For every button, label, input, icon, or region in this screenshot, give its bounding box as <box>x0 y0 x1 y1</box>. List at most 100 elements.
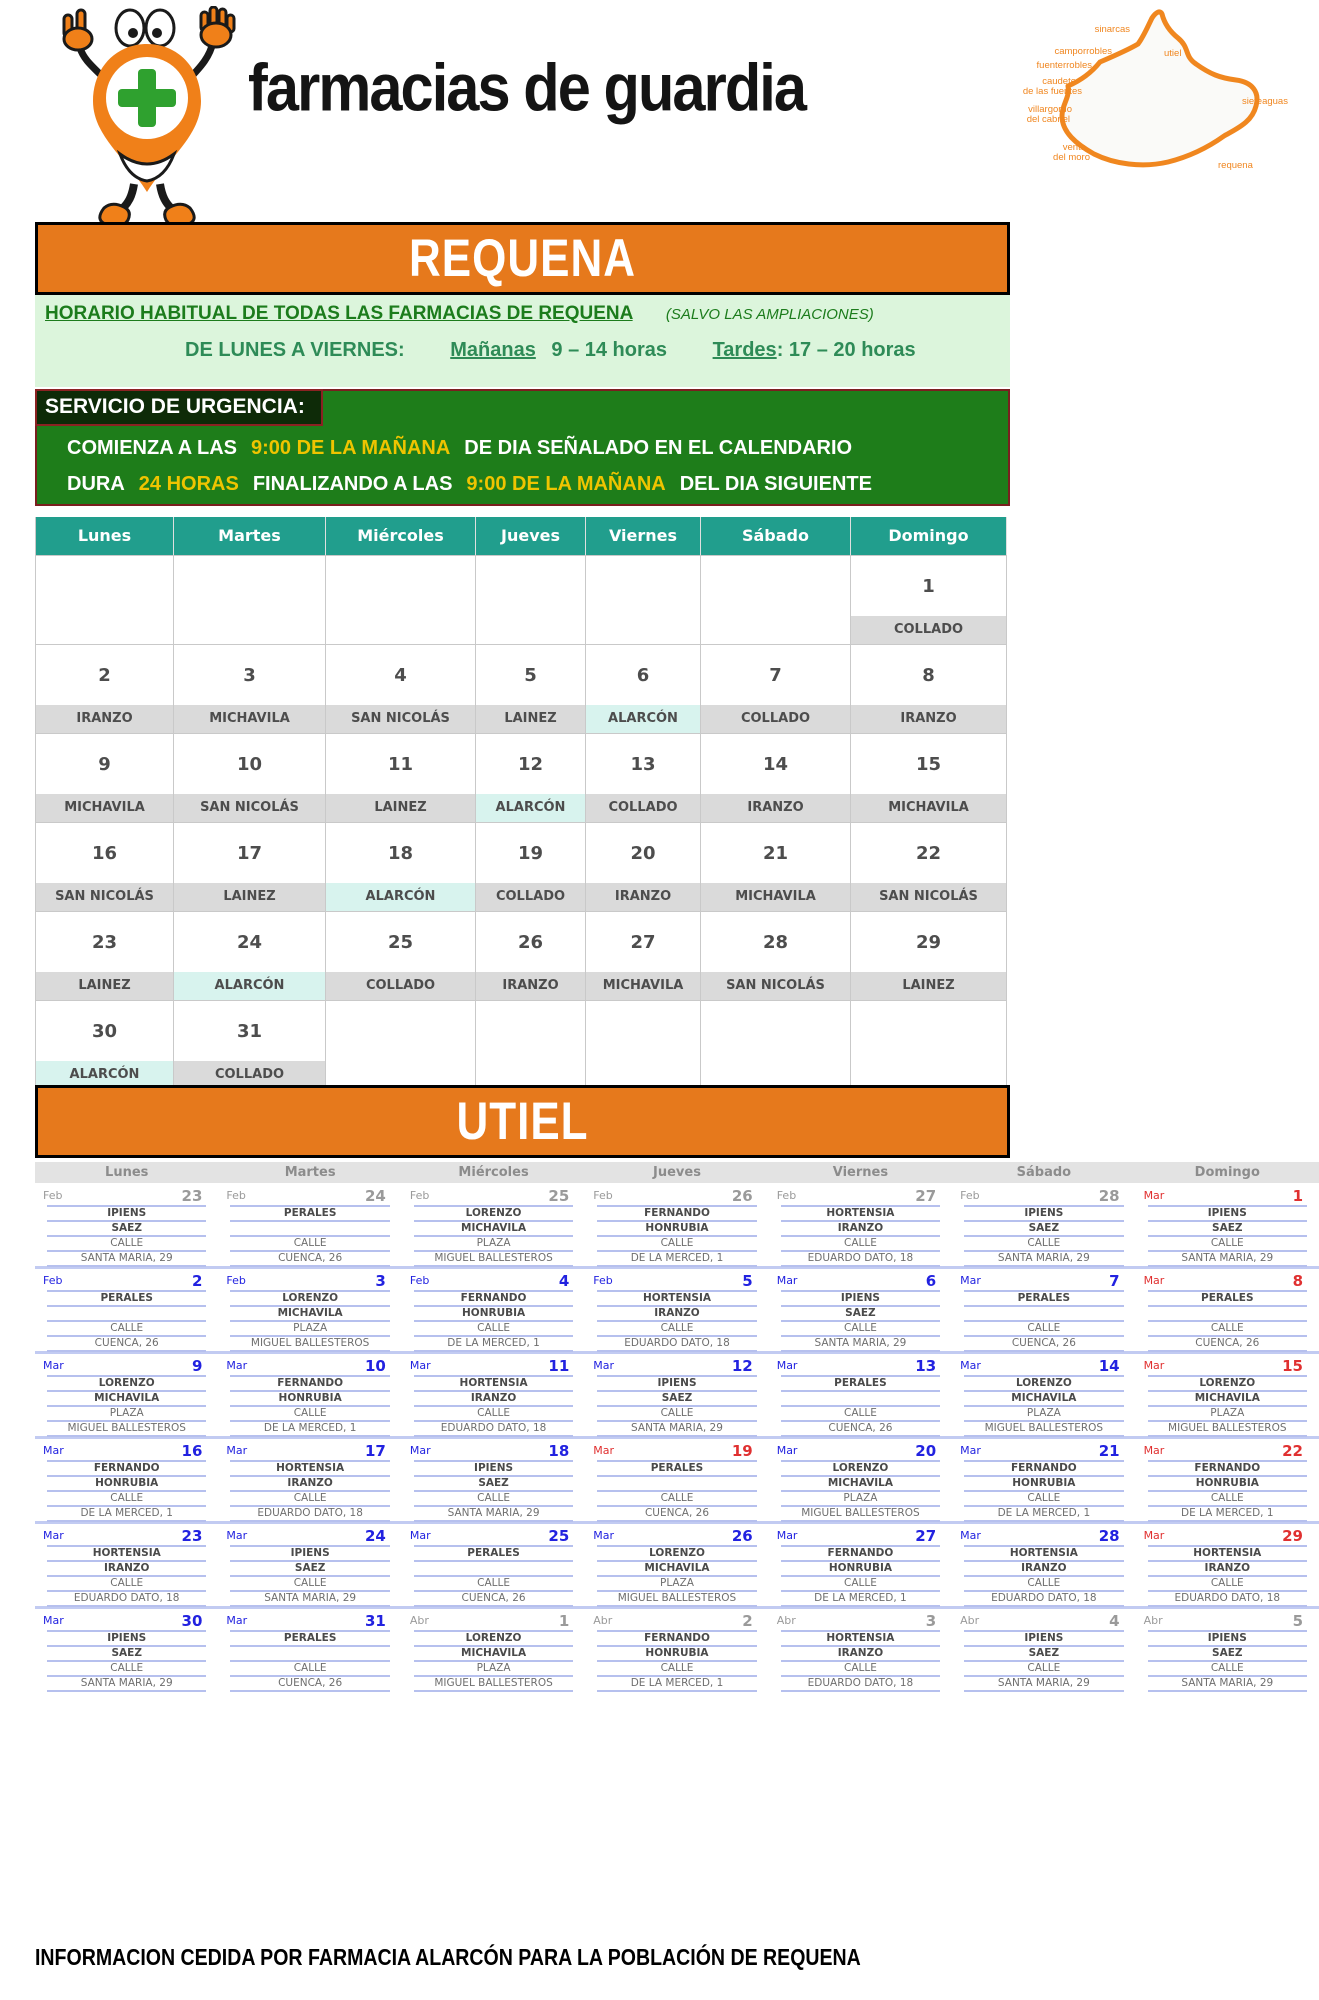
utiel-banner: UTIEL <box>35 1085 1010 1158</box>
utiel-day-cell: Abr 5 IPIENS SAEZ CALLE SANTA MARIA, 29 <box>1136 1609 1319 1692</box>
pharmacy-name-cell: LAINEZ <box>326 794 476 822</box>
week-names-row: COLLADO <box>36 616 1008 644</box>
pharmacy-address-line: CALLE <box>1147 1322 1307 1337</box>
pharmacy-address-line: CALLE <box>413 1492 574 1507</box>
pharmacy-address-line: DE LA MERCED, 1 <box>413 1337 574 1352</box>
utiel-day-cell: Abr 1 LORENZO MICHAVILA PLAZA MIGUEL BALLESTE… <box>402 1609 585 1692</box>
pharmacy-name-line: LORENZO <box>413 1207 574 1222</box>
pharmacy-name-line: HORTENSIA <box>964 1547 1124 1562</box>
pharmacy-name-line: PERALES <box>230 1632 390 1647</box>
date-line: Mar 29 <box>1142 1526 1313 1545</box>
date-day: 26 <box>731 1526 753 1545</box>
calendar-date: 24 <box>174 911 326 972</box>
pharmacy-info: LORENZO MICHAVILA PLAZA MIGUEL BALLESTEROS <box>780 1460 941 1522</box>
pharmacy-info: IPIENS SAEZ CALLE SANTA MARIA, 29 <box>47 1630 207 1692</box>
pharmacy-name-line: HONRUBIA <box>597 1222 757 1237</box>
date-day: 30 <box>181 1611 203 1630</box>
date-month: Abr <box>776 1614 796 1627</box>
pharmacy-name-line: HORTENSIA <box>1147 1547 1307 1562</box>
pharmacy-info: FERNANDO HONRUBIA CALLE DE LA MERCED, 1 <box>1147 1460 1307 1522</box>
date-day: 21 <box>1098 1441 1120 1460</box>
pharmacy-name-line: MICHAVILA <box>964 1392 1124 1407</box>
date-month: Mar <box>43 1529 64 1542</box>
date-line: Mar 16 <box>41 1441 212 1460</box>
horario-title: HORARIO HABITUAL DE TODAS LAS FARMACIAS … <box>45 303 633 324</box>
urgencia-text: FINALIZANDO A LAS <box>252 473 453 495</box>
utiel-day-cell: Mar 9 LORENZO MICHAVILA PLAZA MIGUEL BALLESTE… <box>35 1354 218 1437</box>
pharmacy-name-line: FERNANDO <box>780 1547 941 1562</box>
urgencia-text: DURA <box>67 473 125 495</box>
pharmacy-address-line: CUENCA, 26 <box>964 1337 1124 1352</box>
date-day: 2 <box>742 1611 753 1630</box>
utiel-day-cell: Feb 3 LORENZO MICHAVILA PLAZA MIGUEL BALLESTE… <box>218 1269 401 1352</box>
pharmacy-name-cell: SAN NICOLÁS <box>701 972 851 1000</box>
calendar-date <box>326 555 476 616</box>
utiel-day-cell: Mar 26 LORENZO MICHAVILA PLAZA MIGUEL BALLEST… <box>585 1524 768 1607</box>
date-day: 14 <box>1098 1356 1120 1375</box>
pharmacy-address-line: CALLE <box>964 1662 1124 1677</box>
pharmacy-name-line: PERALES <box>230 1207 390 1222</box>
date-day: 3 <box>375 1271 386 1290</box>
pharmacy-name-line: IPIENS <box>780 1292 941 1307</box>
date-month: Abr <box>1143 1614 1163 1627</box>
date-day: 15 <box>1282 1356 1303 1375</box>
date-day: 20 <box>915 1441 937 1460</box>
date-line: Mar 1 <box>1142 1186 1313 1205</box>
utiel-day-cell: Mar 20 LORENZO MICHAVILA PLAZA MIGUEL BALLEST… <box>769 1439 952 1522</box>
date-line: Mar 20 <box>775 1441 946 1460</box>
date-day: 1 <box>558 1611 570 1630</box>
afternoon-hours: : 17 – 20 horas <box>776 339 916 361</box>
pharmacy-name-line: FERNANDO <box>964 1462 1124 1477</box>
pharmacy-address-line: SANTA MARIA, 29 <box>47 1252 207 1267</box>
pharmacy-name-line: IPIENS <box>597 1377 757 1392</box>
pharmacy-info: PERALES CALLE CUENCA, 26 <box>413 1545 574 1607</box>
pharmacy-name-line: HORTENSIA <box>780 1207 941 1222</box>
date-day: 26 <box>731 1186 753 1205</box>
pharmacy-name-cell: IRANZO <box>586 883 701 911</box>
pharmacy-address-line: CUENCA, 26 <box>1147 1337 1307 1352</box>
pharmacy-name-cell <box>476 616 586 644</box>
calendar-date: 2 <box>36 644 174 705</box>
pharmacy-name-line: HONRUBIA <box>1147 1477 1307 1492</box>
day-header: Viernes <box>586 517 701 555</box>
date-day: 24 <box>364 1526 386 1545</box>
map-label-sinarcas: sinarcas <box>1095 24 1131 35</box>
day-header: Sábado <box>701 517 851 555</box>
pharmacy-name-line: MICHAVILA <box>413 1222 574 1237</box>
utiel-day-cell: Mar 15 LORENZO MICHAVILA PLAZA MIGUEL BALLEST… <box>1136 1354 1319 1437</box>
pharmacy-name-cell: SAN NICOLÁS <box>326 705 476 733</box>
urgencia-text: DEL DIA SIGUIENTE <box>679 473 872 495</box>
pharmacy-name-line: IRANZO <box>597 1307 757 1322</box>
pharmacy-name-cell: IRANZO <box>476 972 586 1000</box>
utiel-banner-title: UTIEL <box>456 1092 589 1151</box>
date-day: 13 <box>915 1356 937 1375</box>
urgencia-text: COMIENZA A LAS <box>67 437 237 459</box>
date-day: 24 <box>364 1186 386 1205</box>
date-line: Mar 14 <box>958 1356 1129 1375</box>
pharmacy-name-cell: LAINEZ <box>174 883 326 911</box>
pharmacy-address-line: CUENCA, 26 <box>230 1677 390 1692</box>
date-month: Abr <box>960 1614 980 1627</box>
date-day: 19 <box>731 1441 753 1460</box>
urgencia-line1: COMIENZA A LAS 9:00 DE LA MAÑANA DE DIA SE… <box>67 437 1008 460</box>
pharmacy-name-line <box>47 1307 207 1322</box>
date-day: 23 <box>181 1186 203 1205</box>
date-day: 16 <box>181 1441 203 1460</box>
pharmacy-name-line: IPIENS <box>1147 1207 1307 1222</box>
day-header: Jueves <box>476 517 586 555</box>
calendar-date: 17 <box>174 822 326 883</box>
day-header: Lunes <box>105 1165 149 1180</box>
pharmacy-address-line: CALLE <box>230 1407 390 1422</box>
calendar-date: 9 <box>36 733 174 794</box>
pharmacy-name-line: IRANZO <box>780 1647 941 1662</box>
pharmacy-address-line: SANTA MARIA, 29 <box>964 1677 1124 1692</box>
date-line: Feb 4 <box>408 1271 579 1290</box>
pharmacy-info: FERNANDO HONRUBIA CALLE DE LA MERCED, 1 <box>597 1205 757 1267</box>
pharmacy-name-cell <box>476 1061 586 1089</box>
pharmacy-address-line: EDUARDO DATO, 18 <box>47 1592 207 1607</box>
utiel-day-cell: Mar 24 IPIENS SAEZ CALLE SANTA MARIA, 29 <box>218 1524 401 1607</box>
pharmacy-name-line: IPIENS <box>47 1207 207 1222</box>
pharmacy-name-line: IPIENS <box>47 1632 207 1647</box>
date-line: Mar 6 <box>775 1271 946 1290</box>
